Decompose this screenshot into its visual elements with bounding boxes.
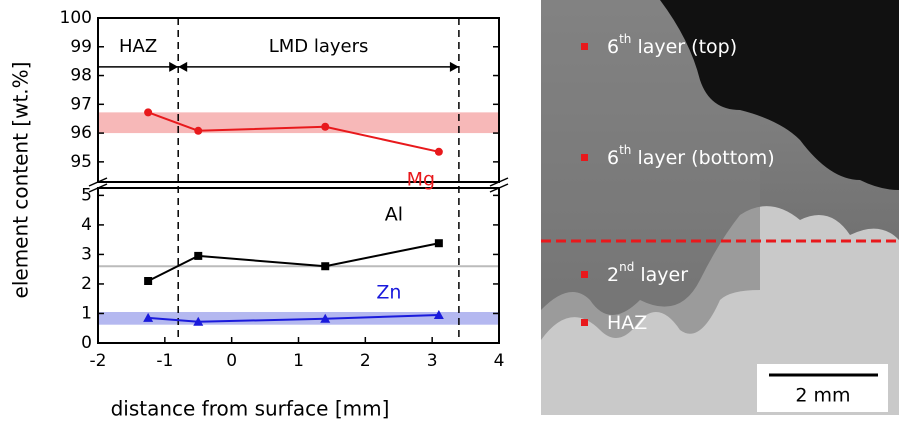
x-tick-label: 2 <box>360 351 371 371</box>
y-tick-label: 0 <box>81 333 92 353</box>
x-tick-label: -2 <box>90 351 107 371</box>
arrow-head <box>169 62 178 72</box>
label-base: 2 <box>607 264 619 286</box>
location-dot <box>581 154 588 161</box>
y-axis-label: element content [wt.%] <box>9 62 33 299</box>
marker <box>144 108 152 116</box>
y-tick-label: 96 <box>70 123 92 143</box>
x-tick-label: 4 <box>494 351 505 371</box>
y-tick-label: 5 <box>81 185 92 205</box>
x-tick-label: -1 <box>156 351 173 371</box>
region-label: LMD layers <box>269 36 369 57</box>
figure: 6th layer (top)6th layer (bottom)2nd lay… <box>0 0 899 423</box>
location-label: HAZ <box>607 312 647 334</box>
marker <box>194 127 202 135</box>
marker <box>321 123 329 131</box>
label-sup: nd <box>619 260 634 274</box>
location-label: 6th layer (bottom) <box>607 143 775 169</box>
label-base: 6 <box>607 36 619 58</box>
label-sup: th <box>619 143 631 157</box>
y-tick-label: 97 <box>70 94 92 114</box>
series-label: Mg <box>407 168 435 190</box>
marker <box>435 148 443 156</box>
arrow-head <box>450 62 459 72</box>
region-label: HAZ <box>119 36 157 57</box>
y-tick-label: 1 <box>81 303 92 323</box>
label-base: HAZ <box>607 312 647 334</box>
x-tick-label: 0 <box>226 351 237 371</box>
marker <box>144 277 152 285</box>
series-label: Zn <box>376 281 401 303</box>
marker <box>194 252 202 260</box>
y-tick-label: 99 <box>70 37 92 57</box>
marker <box>321 262 329 270</box>
label-rest: layer (top) <box>631 36 737 58</box>
y-tick-label: 98 <box>70 66 92 86</box>
y-tick-label: 2 <box>81 274 92 294</box>
marker <box>435 239 443 247</box>
series-label: Al <box>385 204 403 226</box>
series-line <box>148 243 439 281</box>
label-sup: th <box>619 32 631 46</box>
arrow-head <box>178 62 187 72</box>
label-rest: layer <box>634 264 688 286</box>
scale-label: 2 mm <box>795 385 850 407</box>
label-base: 6 <box>607 147 619 169</box>
location-dot <box>581 319 588 326</box>
location-dot <box>581 43 588 50</box>
label-rest: layer (bottom) <box>631 147 774 169</box>
y-tick-label: 95 <box>70 152 92 172</box>
y-tick-label: 100 <box>60 8 92 28</box>
y-tick-label: 3 <box>81 244 92 264</box>
x-axis-label: distance from surface [mm] <box>111 397 390 421</box>
y-tick-label: 4 <box>81 215 92 235</box>
x-tick-label: 3 <box>427 351 438 371</box>
micrograph: 6th layer (top)6th layer (bottom)2nd lay… <box>541 0 899 415</box>
location-dot <box>581 271 588 278</box>
x-tick-label: 1 <box>293 351 304 371</box>
